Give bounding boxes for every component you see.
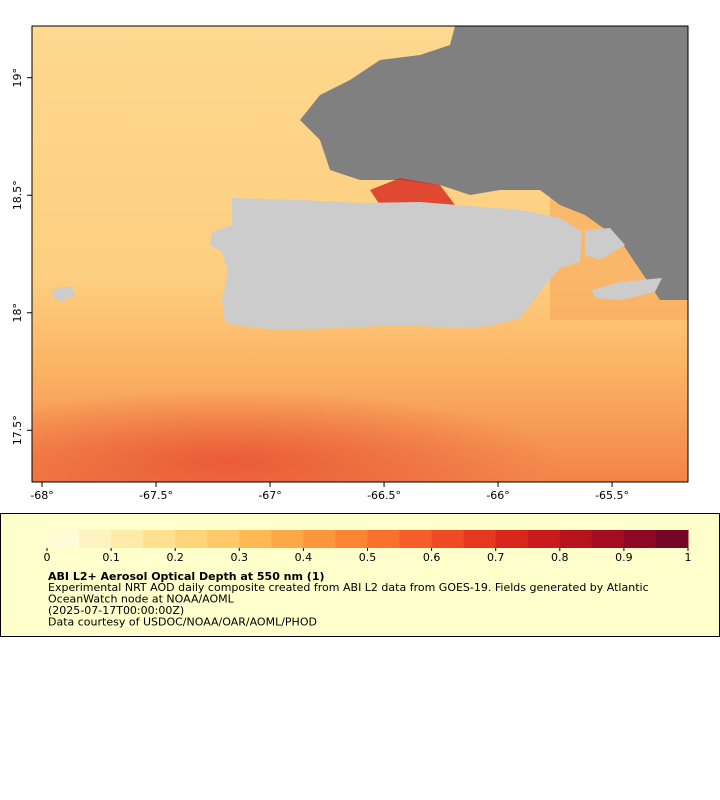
y-tick-label: 18.5° bbox=[11, 180, 24, 210]
colorbar-segment bbox=[143, 530, 176, 548]
caption-lines: Experimental NRT AOD daily composite cre… bbox=[48, 581, 649, 629]
x-tick-label: -66.5° bbox=[367, 489, 401, 502]
land-puerto-rico bbox=[210, 198, 582, 330]
colorbar-segment bbox=[655, 530, 689, 548]
colorbar-tick-label: 0.3 bbox=[231, 551, 249, 564]
haze-region bbox=[370, 178, 455, 205]
x-tick-label: -65.5° bbox=[595, 489, 629, 502]
colorbar-segment bbox=[47, 530, 80, 548]
colorbar-segment bbox=[207, 530, 240, 548]
caption-line: Experimental NRT AOD daily composite cre… bbox=[48, 581, 649, 594]
colorbar-segment bbox=[399, 530, 433, 548]
colorbar-segment bbox=[79, 530, 112, 548]
colorbar-segment bbox=[431, 530, 465, 548]
colorbar-tick-label: 0.5 bbox=[359, 551, 377, 564]
colorbar-tick-label: 0 bbox=[44, 551, 51, 564]
caption-title: ABI L2+ Aerosol Optical Depth at 550 nm … bbox=[48, 570, 325, 583]
colorbar-tick-label: 0.7 bbox=[487, 551, 505, 564]
y-tick-label: 18° bbox=[11, 303, 24, 323]
colorbar-tick-label: 0.9 bbox=[615, 551, 633, 564]
cloud-mask bbox=[300, 26, 688, 300]
x-tick-label: -67° bbox=[258, 489, 281, 502]
x-tick-label: -66° bbox=[486, 489, 509, 502]
colorbar-segment bbox=[175, 530, 208, 548]
colorbar-segment bbox=[335, 530, 368, 548]
map-frame bbox=[31, 25, 689, 483]
caption-line: (2025-07-17T00:00:00Z) bbox=[48, 604, 184, 617]
land-vieques bbox=[592, 278, 662, 300]
colorbar-segment bbox=[591, 530, 625, 548]
colorbar-segment bbox=[559, 530, 593, 548]
colorbar-segment bbox=[623, 530, 657, 548]
colorbar-segment bbox=[303, 530, 336, 548]
colorbar-segment bbox=[111, 530, 144, 548]
colorbar: 0 0.1 0.2 0.3 0.4 0.5 0.6 0.7 0.8 0.9 1 bbox=[44, 530, 692, 564]
caption-line: OceanWatch node at NOAA/AOML bbox=[48, 593, 235, 606]
map-area bbox=[31, 25, 689, 483]
colorbar-segment bbox=[527, 530, 561, 548]
colorbar-tick-label: 0.4 bbox=[295, 551, 313, 564]
colorbar-segment bbox=[463, 530, 497, 548]
x-tick-label: -67.5° bbox=[139, 489, 173, 502]
colorbar-tick-label: 0.1 bbox=[102, 551, 120, 564]
land-culebra bbox=[585, 228, 625, 260]
colorbar-segment bbox=[495, 530, 529, 548]
colorbar-segment bbox=[239, 530, 272, 548]
x-tick-label: -68° bbox=[30, 489, 53, 502]
colorbar-segment bbox=[271, 530, 304, 548]
colorbar-tick-label: 1 bbox=[685, 551, 692, 564]
caption-line: Data courtesy of USDOC/NOAA/OAR/AOML/PHO… bbox=[48, 616, 317, 629]
colorbar-tick-label: 0.2 bbox=[166, 551, 184, 564]
land-mona bbox=[52, 286, 76, 302]
colorbar-segment bbox=[367, 530, 401, 548]
colorbar-tick-label: 0.6 bbox=[423, 551, 441, 564]
colorbar-tick-label: 0.8 bbox=[551, 551, 569, 564]
y-tick-label: 19° bbox=[11, 68, 24, 88]
haze-region bbox=[32, 340, 688, 482]
y-tick-label: 17.5° bbox=[11, 415, 24, 445]
